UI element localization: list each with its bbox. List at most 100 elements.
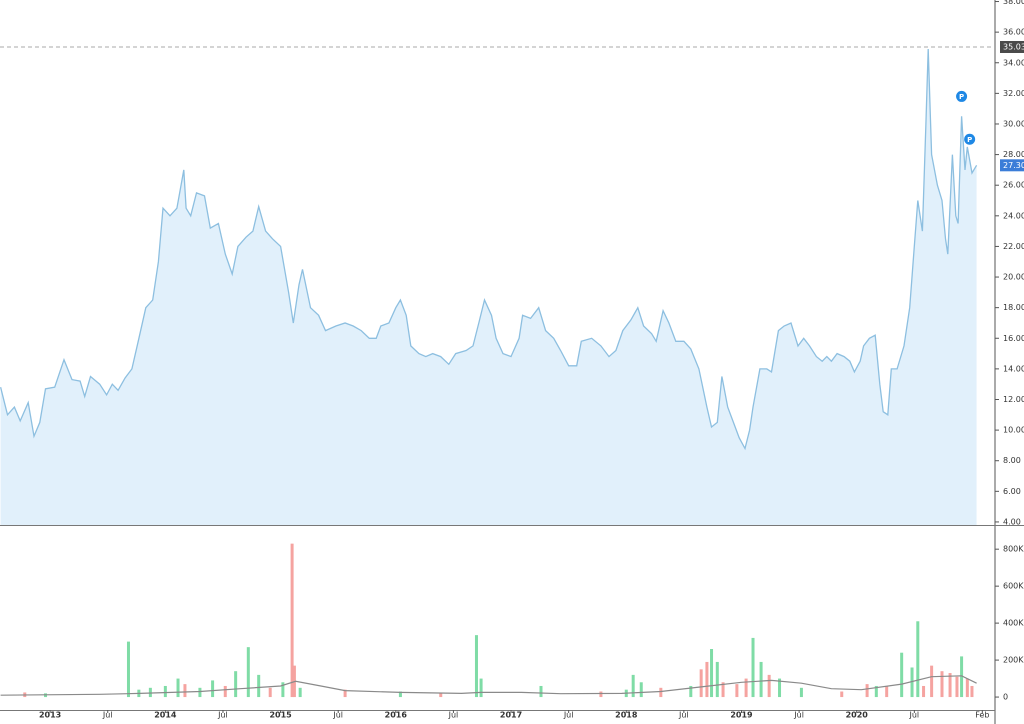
y-tick-label: 36.00 — [1003, 28, 1024, 37]
x-tick-label: Jul — [332, 711, 343, 720]
y-tick-label: 10.00 — [1003, 426, 1024, 435]
volume-bar — [290, 543, 294, 698]
volume-bar — [965, 678, 969, 698]
last-price-box — [1000, 159, 1024, 172]
volume-bar — [176, 678, 180, 698]
volume-bar — [148, 687, 152, 698]
volume-bar — [257, 674, 261, 698]
volume-bar — [689, 685, 693, 698]
x-tick-label: Jul — [217, 711, 228, 720]
volume-bar — [840, 691, 844, 698]
volume-bar — [659, 687, 663, 698]
y-tick-label: 30.00 — [1003, 119, 1024, 128]
high-label-box — [1000, 40, 1024, 53]
y-tick-label: 18.00 — [1003, 303, 1024, 312]
volume-bar — [735, 684, 739, 698]
volume-bar — [970, 685, 974, 698]
volume-moving-average — [0, 675, 977, 696]
x-tick-label: 2020 — [846, 711, 869, 720]
volume-bar — [211, 680, 215, 698]
price-line — [0, 48, 978, 451]
volume-bar — [721, 682, 725, 698]
volume-bar — [916, 621, 920, 698]
y-tick-label: 0 — [1003, 693, 1008, 702]
volume-bar — [922, 685, 926, 698]
volume-bar — [639, 682, 643, 698]
y-tick-label: 34.00 — [1003, 58, 1024, 67]
y-tick-label: 6.00 — [1003, 487, 1021, 496]
volume-bar — [751, 637, 755, 698]
y-tick-label: 20.00 — [1003, 273, 1024, 282]
y-tick-label: 28.00 — [1003, 150, 1024, 159]
volume-bar — [281, 682, 285, 698]
y-tick-label: 600K — [1003, 582, 1024, 591]
volume-bar — [715, 661, 719, 698]
y-tick-label: 38.00 — [1003, 0, 1024, 6]
y-tick-label: 14.00 — [1003, 364, 1024, 373]
y-tick-label: 12.00 — [1003, 395, 1024, 404]
volume-bar — [930, 665, 934, 698]
volume-bar — [268, 687, 272, 698]
x-tick-label: 2015 — [269, 711, 292, 720]
volume-bar — [960, 656, 964, 698]
volume-bar — [246, 647, 250, 698]
x-tick-label: Jul — [793, 711, 804, 720]
x-tick-label: Feb — [975, 711, 989, 720]
volume-bar — [398, 691, 402, 698]
event-marker-label: P — [967, 136, 972, 144]
volume-bar — [126, 641, 130, 698]
volume-bar — [474, 635, 478, 698]
volume-bar — [479, 678, 483, 698]
x-tick-label: Jul — [102, 711, 113, 720]
event-marker[interactable] — [964, 133, 976, 145]
volume-bar — [865, 684, 869, 698]
x-tick-label: 2016 — [385, 711, 408, 720]
x-tick-label: Jul — [678, 711, 689, 720]
volume-bar — [343, 689, 347, 698]
x-tick-label: 2019 — [730, 711, 753, 720]
x-tick-label: Jul — [909, 711, 920, 720]
price-area — [0, 49, 977, 525]
last-price-label: 27.30 — [1003, 161, 1024, 170]
volume-bar — [223, 685, 227, 698]
volume-bar — [163, 685, 167, 698]
volume-bar — [631, 674, 635, 698]
volume-bar — [699, 669, 703, 698]
volume-bar — [298, 687, 302, 698]
y-tick-label: 4.00 — [1003, 517, 1021, 526]
volume-bar — [900, 652, 904, 698]
volume-bar — [910, 667, 914, 698]
volume-bar — [198, 687, 202, 698]
event-marker-label: P — [959, 93, 964, 101]
volume-bar — [759, 661, 763, 698]
event-marker[interactable] — [956, 90, 968, 102]
x-tick-label: 2013 — [39, 711, 61, 720]
x-tick-label: Jul — [563, 711, 574, 720]
high-label: 35.03 — [1003, 42, 1024, 51]
y-tick-label: 24.00 — [1003, 211, 1024, 220]
volume-bar — [799, 687, 803, 698]
volume-bar — [885, 685, 889, 698]
volume-bar — [539, 685, 543, 698]
volume-bar — [710, 649, 714, 698]
volume-bar — [767, 674, 771, 698]
y-tick-label: 22.00 — [1003, 242, 1024, 251]
volume-bar — [778, 678, 782, 698]
volume-bar — [705, 661, 709, 698]
volume-bar — [955, 676, 959, 698]
y-tick-label: 8.00 — [1003, 456, 1021, 465]
y-tick-label: 800K — [1003, 545, 1024, 554]
volume-bar — [744, 678, 748, 698]
y-tick-label: 26.00 — [1003, 181, 1024, 190]
x-tick-label: 2014 — [154, 711, 177, 720]
x-tick-label: 2017 — [500, 711, 522, 720]
y-tick-label: 400K — [1003, 619, 1024, 628]
volume-bar — [439, 693, 443, 698]
x-tick-label: 2018 — [615, 711, 638, 720]
volume-bar — [874, 685, 878, 698]
volume-bar — [940, 671, 944, 698]
y-tick-label: 16.00 — [1003, 334, 1024, 343]
volume-bar — [948, 673, 952, 698]
